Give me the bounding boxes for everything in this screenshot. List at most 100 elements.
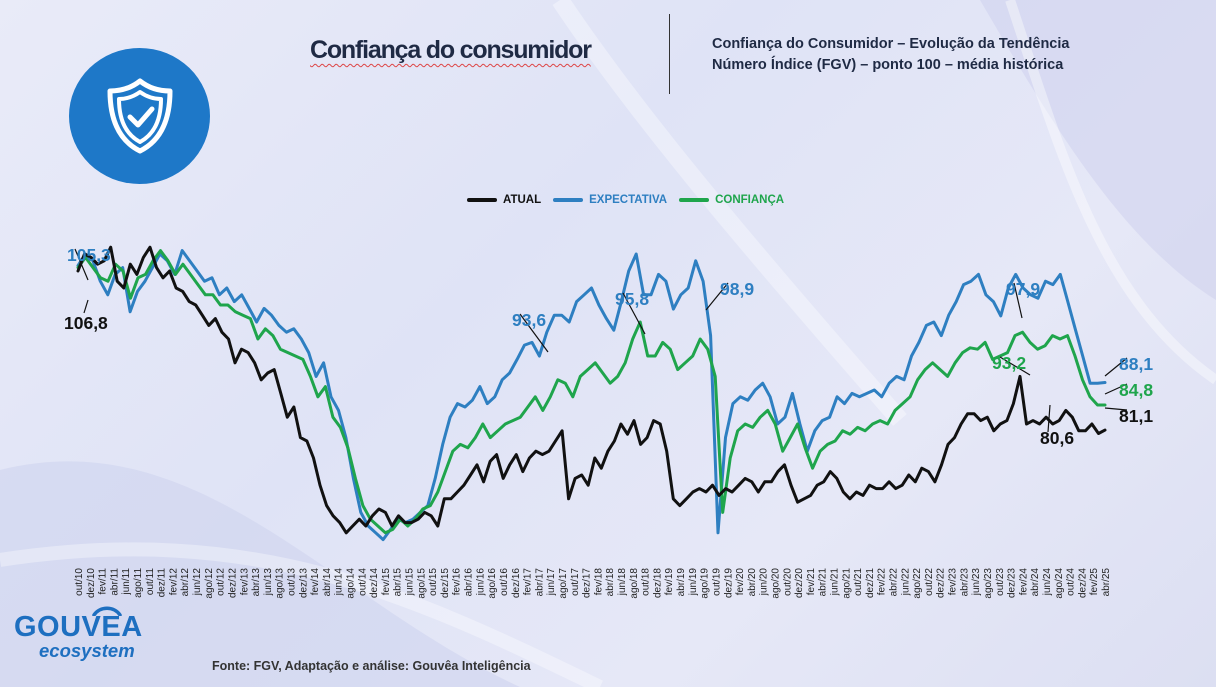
x-tick-label: ago/19 [700, 568, 711, 599]
logo-arc-icon [92, 606, 122, 616]
x-tick-label: fev/21 [806, 568, 817, 596]
x-tick-label: jun/16 [475, 568, 486, 597]
x-tick-label: abr/16 [464, 568, 475, 597]
x-tick-label: jun/14 [334, 568, 345, 597]
x-tick-label: abr/25 [1101, 568, 1112, 597]
x-tick-label: out/12 [216, 568, 227, 596]
x-tick-label: fev/12 [168, 568, 179, 596]
x-tick-label: ago/21 [841, 568, 852, 599]
x-tick-label: jun/15 [405, 568, 416, 597]
x-tick-label: ago/16 [487, 568, 498, 599]
x-tick-label: jun/23 [971, 568, 982, 597]
x-tick-label: out/23 [995, 568, 1006, 596]
gouvea-logo: GOUVEA ecosystem [14, 606, 143, 660]
x-tick-label: ago/13 [275, 568, 286, 599]
x-tick-label: out/10 [74, 568, 85, 596]
x-tick-label: abr/12 [180, 568, 191, 597]
subtitle-line-1: Confiança do Consumidor – Evolução da Te… [712, 36, 1070, 52]
x-tick-label: dez/23 [1007, 568, 1018, 598]
annotation-label-atual: 81,1 [1119, 406, 1153, 426]
legend-swatch-confianca [679, 198, 710, 202]
x-tick-label: abr/18 [605, 568, 616, 597]
annotation-label-expectativa: 93,6 [512, 310, 546, 330]
series-line-atual [76, 245, 1107, 535]
annotation-label-confianca: 84,8 [1119, 380, 1153, 400]
x-tick-label: fev/13 [239, 568, 250, 596]
x-tick-label: abr/11 [109, 568, 120, 596]
annotation-connector [1104, 407, 1128, 411]
x-tick-label: dez/21 [865, 568, 876, 598]
x-tick-label: dez/22 [936, 568, 947, 598]
x-tick-label: ago/15 [416, 568, 427, 599]
x-tick-label: jun/17 [546, 568, 557, 597]
x-tick-label: fev/18 [593, 568, 604, 596]
x-tick-label: ago/14 [346, 568, 357, 599]
annotation-label-confianca: 93,2 [992, 353, 1026, 373]
legend-item-confianca: CONFIANÇA [679, 194, 784, 206]
annotation-label-expectativa: 97,9 [1006, 279, 1040, 299]
x-tick-label: ago/12 [204, 568, 215, 599]
x-tick-label: abr/23 [959, 568, 970, 597]
x-tick-label: fev/11 [98, 568, 109, 595]
x-tick-label: dez/11 [157, 568, 168, 598]
x-tick-label: jun/13 [263, 568, 274, 597]
x-tick-label: fev/25 [1089, 568, 1100, 596]
x-tick-label: abr/24 [1030, 568, 1041, 597]
x-tick-label: out/18 [641, 568, 652, 596]
x-tick-label: out/22 [924, 568, 935, 596]
annotation-connector [1047, 404, 1051, 433]
x-tick-label: abr/17 [534, 568, 545, 597]
annotation-connector [1104, 357, 1128, 377]
chart-subtitle: Confiança do Consumidor – Evolução da Te… [712, 34, 1069, 76]
x-tick-label: out/15 [428, 568, 439, 596]
annotation-connector [83, 299, 89, 314]
x-tick-label: out/20 [782, 568, 793, 596]
x-tick-label: jun/20 [759, 568, 770, 597]
x-tick-label: jun/22 [900, 568, 911, 597]
x-tick-label: fev/19 [664, 568, 675, 596]
series-line-expectativa [76, 249, 1107, 542]
x-tick-label: jun/12 [192, 568, 203, 597]
x-tick-label: dez/10 [86, 568, 97, 598]
annotation-connector [1104, 383, 1128, 395]
x-tick-label: fev/16 [452, 568, 463, 596]
annotation-label-expectativa: 98,9 [720, 279, 754, 299]
x-tick-label: dez/15 [440, 568, 451, 598]
annotation-label-expectativa: 105,3 [67, 245, 111, 265]
x-tick-label: out/21 [853, 568, 864, 596]
x-tick-label: abr/22 [889, 568, 900, 597]
header-divider [669, 14, 670, 94]
x-tick-label: dez/24 [1077, 568, 1088, 598]
annotation-label-expectativa: 88,1 [1119, 354, 1153, 374]
page-title: Confiança do consumidor [310, 36, 592, 64]
chart-legend: ATUAL EXPECTATIVA CONFIANÇA [467, 194, 796, 206]
x-tick-label: ago/18 [629, 568, 640, 599]
x-tick-label: dez/13 [298, 568, 309, 598]
x-tick-label: out/11 [145, 568, 156, 595]
shield-badge [69, 48, 210, 184]
x-tick-label: fev/17 [523, 568, 534, 596]
x-tick-label: abr/13 [251, 568, 262, 597]
x-tick-label: jun/19 [688, 568, 699, 597]
x-tick-label: ago/22 [912, 568, 923, 599]
legend-swatch-atual [467, 198, 497, 202]
legend-item-expectativa: EXPECTATIVA [553, 194, 667, 206]
x-tick-label: abr/20 [747, 568, 758, 597]
x-tick-label: out/16 [499, 568, 510, 596]
x-tick-label: abr/14 [322, 568, 333, 597]
annotation-connector [1013, 282, 1023, 319]
x-tick-label: abr/19 [676, 568, 687, 597]
x-tick-label: dez/20 [794, 568, 805, 598]
annotation-connector [74, 248, 89, 281]
logo-main-text: GOUVEA [14, 611, 143, 643]
x-tick-label: fev/15 [381, 568, 392, 596]
legend-label-expectativa: EXPECTATIVA [589, 194, 668, 206]
x-tick-label: abr/21 [818, 568, 829, 597]
annotation-label-expectativa: 95,8 [615, 289, 649, 309]
x-tick-label: ago/11 [133, 568, 144, 598]
annotation-connector [519, 313, 549, 353]
x-tick-label: fev/22 [877, 568, 888, 596]
x-tick-label: dez/16 [511, 568, 522, 598]
legend-label-confianca: CONFIANÇA [715, 194, 785, 206]
